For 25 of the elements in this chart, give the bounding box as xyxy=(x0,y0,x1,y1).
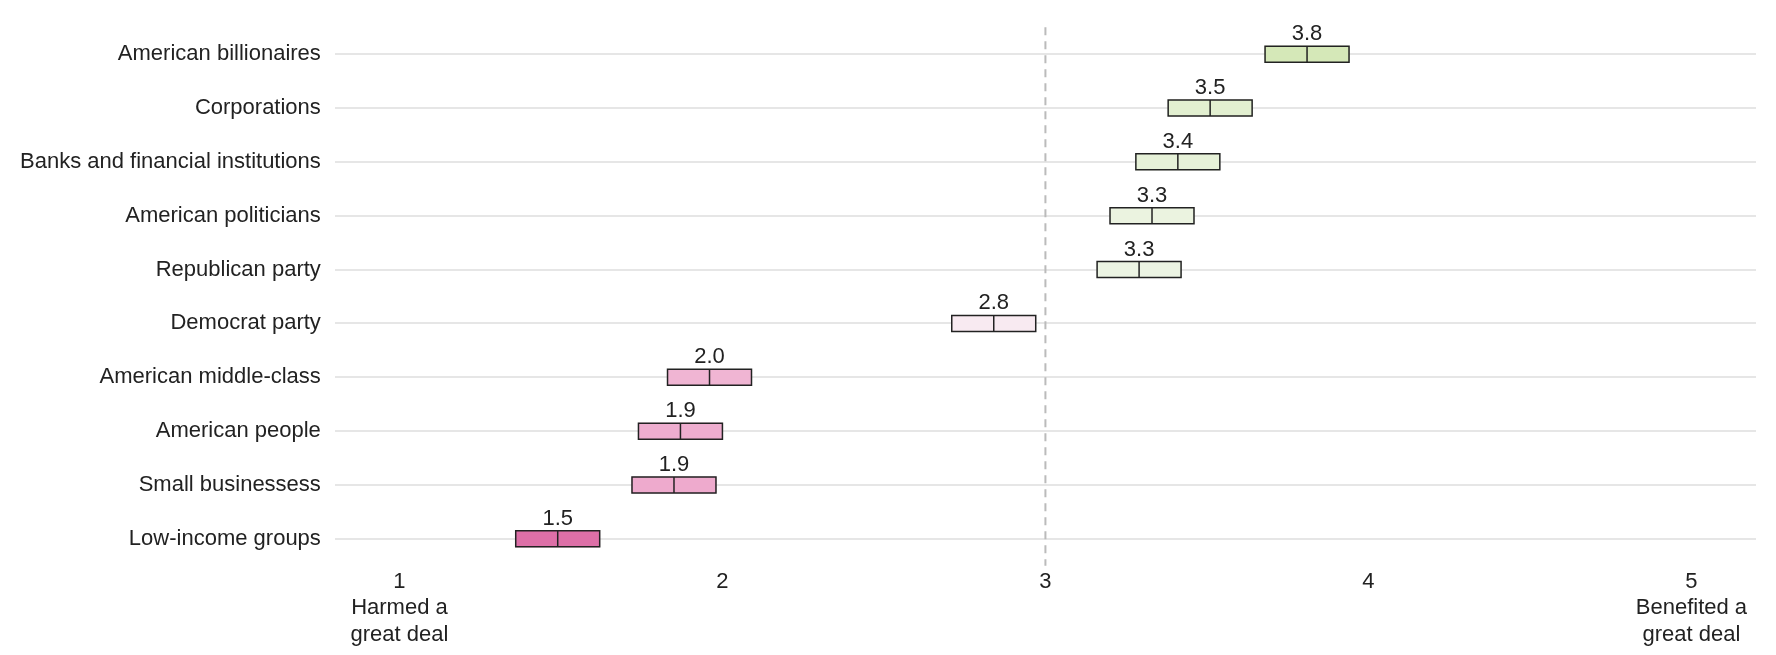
annotation: 1.5 xyxy=(542,504,574,530)
y-tick-label: Democrat party xyxy=(170,309,321,335)
x-tick-label: 2 xyxy=(716,568,729,594)
x-tick-label: 5 Benefited a great deal xyxy=(1635,568,1748,646)
annotation: 3.3 xyxy=(1123,235,1155,261)
annotation: 3.8 xyxy=(1291,20,1323,46)
y-tick-label: American middle-class xyxy=(99,363,321,389)
y-tick-label: Corporations xyxy=(194,94,321,120)
x-tick-label: 3 xyxy=(1039,568,1052,594)
annotation: 1.9 xyxy=(658,451,690,477)
annotation: 3.5 xyxy=(1194,74,1226,100)
x-tick-label: 4 xyxy=(1362,568,1375,594)
y-tick-label: American billionaires xyxy=(117,40,321,66)
y-tick-label: American politicians xyxy=(125,201,321,227)
y-tick-label: Low-income groups xyxy=(128,524,321,550)
y-tick-label: American people xyxy=(155,417,321,443)
y-tick-label: Republican party xyxy=(155,255,321,281)
annotation: 1.9 xyxy=(665,397,696,423)
y-tick-label: Small businessess xyxy=(138,471,321,497)
annotation: 2.0 xyxy=(694,343,725,369)
x-tick-label: 1 Harmed a great deal xyxy=(350,568,449,646)
annotation: 2.8 xyxy=(978,289,1010,315)
annotation: 3.3 xyxy=(1136,181,1168,207)
annotation: 3.4 xyxy=(1162,127,1194,153)
y-tick-label: Banks and financial institutions xyxy=(19,147,321,173)
